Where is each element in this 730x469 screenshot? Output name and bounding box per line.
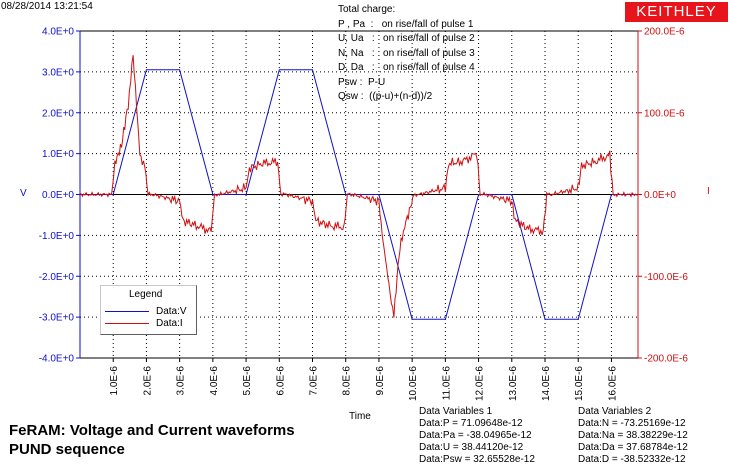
legend-swatch-v [105,311,149,312]
dv1-row: Data:Pa = -38.04965e-12 [419,430,532,441]
data-variables-2: Data Variables 2 Data:N = -73.25169e-12 … [578,406,688,466]
x-tick-label: 9.0E-6 [375,366,386,396]
x-tick-label: 13.0E-6 [508,366,519,401]
dv1-row: Data:U = 38.44120e-12 [419,442,524,453]
y-left-tick-label: 3.0E+0 [42,67,74,78]
x-axis-label: Time [349,411,371,422]
x-tick-label: 12.0E-6 [475,366,486,401]
x-tick-label: 6.0E-6 [275,366,286,396]
dv2-row: Data:Da = 37.68784e-12 [578,442,688,453]
x-tick-label: 7.0E-6 [309,366,320,396]
charge-note-line: Psw : P-U [338,76,386,88]
y-right-tick-label: -100.0E-6 [644,272,688,283]
legend[interactable]: Legend Data:V Data:I [100,285,197,335]
x-tick-label: 4.0E-6 [209,366,220,396]
charge-note-line: P , Pa : on rise/fall of pulse 1 [338,18,474,30]
dv2-row: Data:Na = 38.38229e-12 [578,430,688,441]
x-tick-label: 1.0E-6 [109,366,120,396]
x-tick-label: 15.0E-6 [574,366,585,401]
caption-title: FeRAM: Voltage and Current waveforms [9,422,295,439]
series-line-current [79,55,639,318]
y-left-tick-label: 0.0E+0 [42,190,74,201]
y-left-tick-label: -1.0E+0 [39,231,75,242]
x-tick-label: 16.0E-6 [607,366,618,401]
x-tick-label: 14.0E-6 [541,366,552,401]
y-left-tick-label: 1.0E+0 [42,149,74,160]
chart-series [79,55,639,320]
x-tick-label: 3.0E-6 [176,366,187,396]
x-tick-label: 5.0E-6 [242,366,253,396]
data-variables-1: Data Variables 1 Data:P = 71.09648e-12 D… [419,406,535,466]
y-right-tick-label: 100.0E-6 [644,108,685,119]
dv1-row: Data:P = 71.09648e-12 [419,418,523,429]
x-tick-label: 8.0E-6 [342,366,353,396]
charge-note-line: U, Ua : on rise/fall of pulse 2 [338,33,475,44]
x-tick-label: 10.0E-6 [408,366,419,401]
x-tick-label: 2.0E-6 [142,366,153,396]
legend-label-v: Data:V [156,306,187,317]
charge-note-line: Total charge: [338,4,396,15]
caption-subtitle: PUND sequence [9,441,125,458]
timestamp: 08/28/2014 13:21:54 [1,1,93,12]
charge-note-line: Qsw : ((p-u)+(n-d))/2 [338,91,433,102]
y-right-tick-label: -200.0E-6 [644,354,688,365]
dv2-row: Data:N = -73.25169e-12 [578,418,686,429]
charge-note-line: D, Da : on rise/fall of pulse 4 [338,62,475,73]
y-left-tick-label: -2.0E+0 [39,272,75,283]
data-variables-1-title: Data Variables 1 [419,406,493,417]
x-tick-label: 11.0E-6 [441,366,452,401]
y-left-tick-label: -4.0E+0 [39,354,75,365]
keithley-logo: KEITHLEY [625,2,728,22]
data-variables-2-title: Data Variables 2 [578,406,652,417]
right-axis-label: I [707,186,710,197]
y-right-tick-label: 200.0E-6 [644,27,685,38]
chart-tick-labels: 4.0E+0 3.0E+0 2.0E+0 1.0E+0 0.0E+0 -1.0E+0 -2.… [39,27,689,402]
dv2-row: Data:D = -38.52332e-12 [578,454,686,465]
legend-swatch-i [105,323,149,324]
dv1-row: Data:Psw = 32.65528e-12 [419,454,535,465]
left-axis-label: V [20,188,27,199]
y-left-tick-label: 2.0E+0 [42,108,74,119]
series-line-voltage [80,69,638,320]
legend-title: Legend [129,289,163,300]
y-left-tick-label: 4.0E+0 [42,27,74,38]
charge-note-line: N, Na : on rise/fall of pulse 3 [338,47,475,59]
y-right-tick-label: 0.0E+0 [644,190,676,201]
y-left-tick-label: -3.0E+0 [39,313,75,324]
legend-label-i: Data:I [156,318,183,329]
